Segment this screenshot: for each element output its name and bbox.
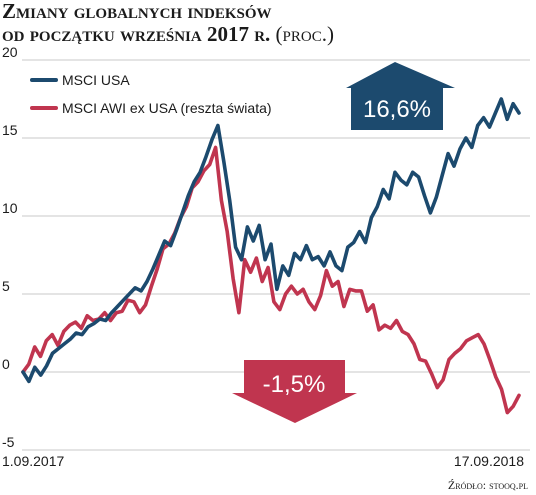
- legend: MSCI USA MSCI AWI ex USA (reszta świata): [30, 72, 272, 116]
- y-tick-label: 10: [2, 200, 18, 216]
- y-tick-label: 0: [2, 356, 10, 372]
- y-tick-label: 20: [2, 44, 18, 60]
- series-line-msci-usa: [21, 97, 521, 384]
- y-axis: 20 15 10 5 0 -5: [2, 44, 18, 450]
- y-tick-label: 5: [2, 278, 10, 294]
- callout-usa-value: 16,6%: [363, 96, 431, 123]
- chart-title: Zmiany globalnych indeksów od początku w…: [2, 0, 334, 46]
- x-tick-label: 1.09.2017: [2, 453, 64, 469]
- y-tick-label: -5: [2, 434, 15, 450]
- legend-label: MSCI USA: [62, 72, 130, 88]
- title-unit: (proc.): [275, 22, 334, 46]
- series-lines: [21, 97, 521, 415]
- source-note: Źródło: stooq.pl: [447, 478, 528, 492]
- title-line-1: Zmiany globalnych indeksów: [2, 0, 272, 23]
- y-tick-label: 15: [2, 122, 18, 138]
- series-line-msci-awi-ex-usa: [21, 145, 521, 415]
- callout-up-arrow: [346, 62, 455, 130]
- title-line-2: od początku września 2017 r.: [2, 22, 271, 46]
- end-value-callouts: 16,6% -1,5%: [232, 62, 455, 423]
- x-tick-label: 17.09.2018: [454, 453, 524, 469]
- x-axis: 1.09.2017 17.09.2018: [2, 453, 524, 469]
- legend-label: MSCI AWI ex USA (reszta świata): [62, 100, 272, 116]
- callout-down-arrow: [232, 360, 357, 423]
- callout-world-value: -1,5%: [263, 371, 326, 398]
